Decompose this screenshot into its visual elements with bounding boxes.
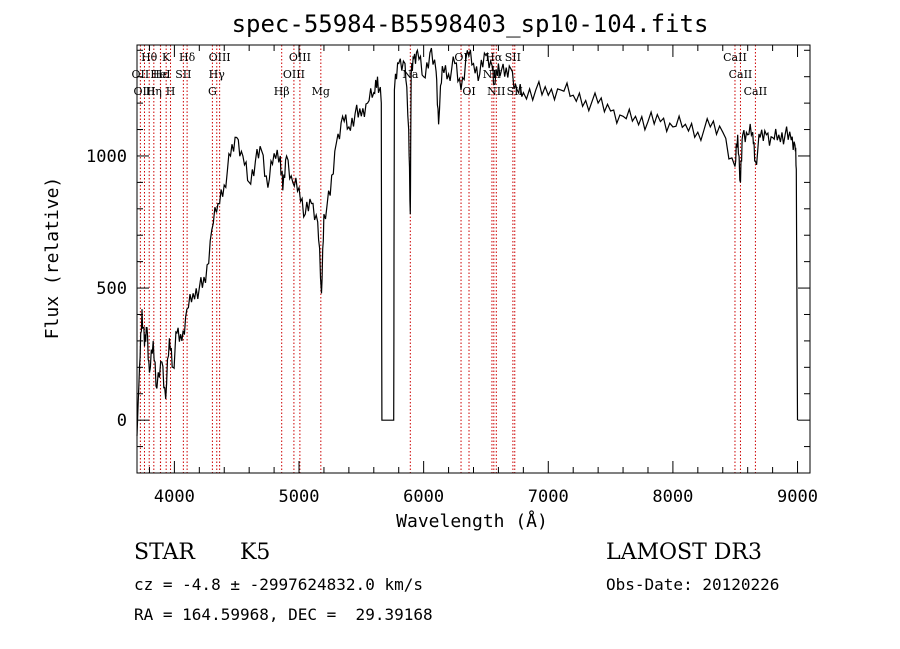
- line-label-8: SII: [175, 68, 191, 81]
- line-label-15: OIII: [289, 51, 311, 64]
- line-label-18: OI: [454, 51, 467, 64]
- line-label-17: Na: [402, 68, 419, 81]
- y-tick-label: 500: [96, 279, 127, 299]
- x-axis-label: Wavelength (Å): [396, 510, 548, 532]
- line-label-4: Hε: [153, 68, 169, 81]
- line-label-21: SII: [505, 51, 521, 64]
- line-label-24: SII: [507, 85, 523, 98]
- line-label-9: Hδ: [179, 51, 196, 64]
- object-subclass: K5: [240, 540, 271, 565]
- line-label-0: Hθ: [141, 51, 158, 64]
- spectral-line-labels: Hθ OII OIII K Hε Hη H HeI SII Hδ OIII Hγ G Hβ OIII OIII…: [132, 51, 768, 98]
- x-axis-ticks: 4000 5000 6000 7000 8000 9000: [148, 45, 818, 507]
- x-tick-label: 5000: [279, 487, 320, 507]
- spectral-line-markers: [139, 45, 756, 473]
- x-tick-label: 7000: [528, 487, 569, 507]
- y-axis-ticks: 0 500 1000: [86, 49, 810, 474]
- line-label-25: CaII: [723, 51, 747, 64]
- x-tick-label: 6000: [403, 487, 444, 507]
- line-label-5: Hη: [146, 85, 162, 98]
- survey-name: LAMOST DR3: [606, 540, 762, 565]
- line-label-20: Hα: [485, 51, 503, 64]
- y-tick-label: 1000: [86, 147, 127, 167]
- line-label-1: OII: [132, 68, 150, 81]
- observation-date: Obs-Date: 20120226: [606, 575, 780, 594]
- line-label-27: CaII: [744, 85, 768, 98]
- chart-title: spec-55984-B5598403_sp10-104.fits: [231, 10, 709, 38]
- line-label-13: Hβ: [274, 85, 290, 98]
- x-tick-label: 4000: [154, 487, 195, 507]
- line-label-26: CaII: [729, 68, 753, 81]
- x-tick-label: 8000: [652, 487, 693, 507]
- line-label-6: H: [166, 85, 176, 98]
- line-label-7: HeI: [150, 68, 170, 81]
- line-label-12: G: [208, 85, 217, 98]
- plot-frame: [136, 44, 811, 474]
- line-label-3: K: [162, 51, 171, 64]
- line-label-19: OI: [462, 85, 475, 98]
- line-label-14: OIII: [283, 68, 305, 81]
- coordinates-readout: RA = 164.59968, DEC = 29.39168: [134, 605, 433, 624]
- line-label-2: OIII: [133, 85, 155, 98]
- spectrum-line: [136, 47, 799, 437]
- y-tick-label: 0: [117, 411, 127, 431]
- line-label-16: Mg: [312, 85, 330, 98]
- object-class: STAR: [134, 540, 195, 565]
- line-label-23: NII: [487, 85, 505, 98]
- redshift-readout: cz = -4.8 ± -2997624832.0 km/s: [134, 575, 423, 594]
- line-label-11: Hγ: [209, 68, 226, 81]
- y-axis-label: Flux (relative): [42, 177, 63, 340]
- x-tick-label: 9000: [777, 487, 818, 507]
- line-label-10: OIII: [209, 51, 231, 64]
